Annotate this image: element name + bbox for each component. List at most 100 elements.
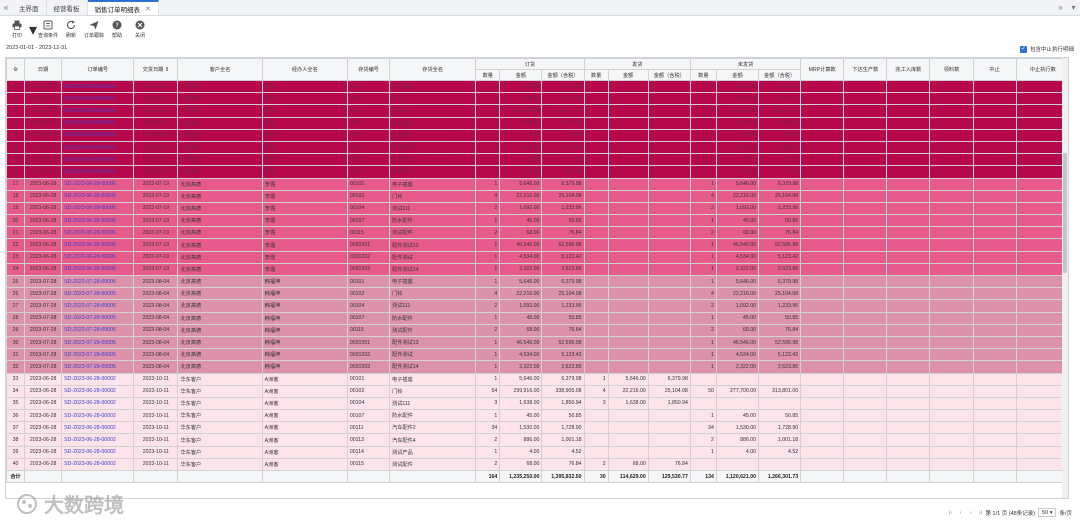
table-row[interactable]: 35 2023-06-28 SD-2023-06-28-00002 2023-10-1…	[6, 396, 1068, 411]
cell-order-no[interactable]: SD-2023-06-28-00006	[61, 214, 135, 228]
col-delivered-amount[interactable]: 金额	[607, 69, 649, 81]
cell-order-no[interactable]: SD-2023-07-28-00005	[61, 274, 135, 289]
show-suspended-checkbox[interactable]: ✓ 包含中止执行明细	[1019, 45, 1074, 53]
cell-order-no[interactable]: SD-2023-06-28-00002	[61, 433, 135, 447]
col-undelivered-amount-tax[interactable]: 金额（含税）	[758, 69, 802, 81]
cell-order-no[interactable]: SD-2023-07-28-00005	[61, 348, 135, 362]
cell-order-no[interactable]: SD-2023-07-28-00005	[61, 335, 135, 350]
table-row[interactable]: 18 2023-06-28 SD-2023-06-28-00006 2023-07-1…	[6, 189, 1068, 203]
table-row[interactable]: 22 2023-06-28 SD-2023-06-28-00006 2023-07-1…	[6, 238, 1068, 252]
col-delivered-qty[interactable]: 数量	[583, 69, 609, 81]
tab-scroll-left-icon[interactable]: «	[3, 3, 9, 12]
cell-order-no[interactable]: SD-2023-06-28-00001	[61, 92, 135, 106]
cell-order-no[interactable]: SD-2023-06-28-00002	[61, 445, 135, 459]
col-stock-no[interactable]: 存货编号	[346, 58, 391, 81]
col-mrp[interactable]: MRP计算数	[800, 58, 845, 81]
col-date[interactable]: 日期	[24, 58, 63, 81]
next-page-icon[interactable]: ›	[969, 509, 972, 516]
table-row[interactable]: 11 2023-06-28 SD-2023-06-28-00001 2023-06-3…	[6, 104, 1068, 118]
page-size-select[interactable]: 50 ▾	[1038, 508, 1057, 517]
cell-order-no[interactable]: SD-2023-06-28-00006	[61, 262, 135, 277]
table-row[interactable]: 39 2023-06-28 SD-2023-06-28-00002 2023-10-1…	[6, 445, 1068, 459]
tab-sales-order-detail[interactable]: 销售订单明细表 ✕	[87, 0, 159, 15]
last-page-icon[interactable]: ›|	[978, 509, 983, 516]
vertical-scrollbar[interactable]	[1062, 58, 1068, 498]
table-row[interactable]: 34 2023-06-28 SD-2023-06-28-00002 2023-10-1…	[6, 384, 1068, 398]
table-row[interactable]: 28 2023-07-28 SD-2023-07-28-00005 2023-08-0…	[6, 311, 1068, 325]
print-dropdown-icon[interactable]: ▾	[29, 21, 38, 39]
cell-order-no[interactable]: SD-2023-06-28-00006	[61, 226, 135, 240]
col-prod-plan[interactable]: 下达生产数	[843, 58, 888, 81]
table-row[interactable]: 24 2023-06-28 SD-2023-06-28-00006 2023-07-1…	[6, 262, 1068, 277]
table-row[interactable]: 17 2023-06-28 SD-2023-06-28-00006 2023-07-1…	[6, 177, 1068, 191]
col-delivered-amount-tax[interactable]: 金额（含税）	[647, 69, 691, 81]
col-pick[interactable]: 领料数	[929, 58, 974, 81]
col-undelivered-amount[interactable]: 金额	[715, 69, 760, 81]
cell-order-no[interactable]: SD-2023-06-28-00001	[61, 165, 135, 179]
table-row[interactable]: 12 2023-06-28 SD-2023-06-28-00001 2023-06-3…	[6, 116, 1068, 130]
table-row[interactable]: 26 2023-07-28 SD-2023-07-28-00005 2023-08-0…	[6, 287, 1068, 301]
table-row[interactable]: 16 2023-06-28 SD-2023-06-28-00001 2023-06-3…	[6, 165, 1068, 179]
filter-button[interactable]: 查询条件	[37, 18, 59, 42]
table-row[interactable]: 33 2023-06-28 SD-2023-06-28-00002 2023-10-1…	[6, 372, 1068, 386]
table-row[interactable]: 38 2023-06-28 SD-2023-06-28-00002 2023-10-1…	[6, 433, 1068, 447]
table-row[interactable]: 25 2023-07-28 SD-2023-07-28-00005 2023-08-0…	[6, 274, 1068, 289]
cell-order-no[interactable]: SD-2023-07-28-00005	[61, 323, 135, 337]
cell-order-no[interactable]: SD-2023-06-28-00006	[61, 189, 135, 203]
cell-order-no[interactable]: SD-2023-06-28-00002	[61, 457, 135, 472]
col-stock-name[interactable]: 存货全名	[389, 58, 477, 81]
grid-settings-icon[interactable]: ⚙	[6, 58, 26, 81]
cell-order-no[interactable]: SD-2023-06-28-00006	[61, 238, 135, 252]
table-row[interactable]: 32 2023-07-28 SD-2023-07-28-00005 2023-08-0…	[6, 360, 1068, 374]
cell-order-no[interactable]: SD-2023-06-28-00001	[61, 153, 135, 167]
table-row[interactable]: 21 2023-06-28 SD-2023-06-28-00006 2023-07-1…	[6, 226, 1068, 240]
cell-order-no[interactable]: SD-2023-06-28-00006	[61, 177, 135, 191]
tab-main[interactable]: 主界面	[12, 0, 47, 15]
table-row[interactable]: 10 2023-06-28 SD-2023-06-28-00001 2023-06-3…	[6, 92, 1068, 106]
table-row[interactable]: 40 2023-06-28 SD-2023-06-28-00002 2023-10-1…	[6, 457, 1068, 472]
col-order-no[interactable]: 订单编号	[61, 58, 135, 81]
col-delivery-date[interactable]: 交货日期 ⇕	[133, 58, 179, 81]
sort-icon[interactable]: ⇕	[164, 67, 170, 73]
tab-scroll-right-icon[interactable]: »	[1058, 3, 1063, 12]
table-row[interactable]: 19 2023-06-28 SD-2023-06-28-00006 2023-07-1…	[6, 201, 1068, 216]
cell-order-no[interactable]: SD-2023-06-28-00006	[61, 201, 135, 216]
cell-order-no[interactable]: SD-2023-06-28-00002	[61, 421, 135, 435]
col-handler[interactable]: 经办人全名	[261, 58, 348, 81]
table-row[interactable]: 27 2023-07-28 SD-2023-07-28-00005 2023-08-0…	[6, 299, 1068, 313]
table-row[interactable]: 29 2023-07-28 SD-2023-07-28-00005 2023-08-0…	[6, 323, 1068, 337]
table-row[interactable]: 36 2023-06-28 SD-2023-06-28-00002 2023-10-1…	[6, 409, 1068, 423]
cell-order-no[interactable]: SD-2023-06-28-00002	[61, 396, 135, 411]
cell-order-no[interactable]: SD-2023-06-28-00001	[61, 116, 135, 130]
table-row[interactable]: 9 2023-06-28 SD-2023-06-28-00001 2023-06-30…	[6, 79, 1068, 94]
cell-order-no[interactable]: SD-2023-07-28-00005	[61, 311, 135, 325]
col-undelivered-qty[interactable]: 数量	[689, 69, 717, 81]
cell-order-no[interactable]: SD-2023-06-28-00001	[61, 128, 135, 142]
table-row[interactable]: 13 2023-06-28 SD-2023-06-28-00001 2023-06-3…	[6, 128, 1068, 142]
table-row[interactable]: 23 2023-06-28 SD-2023-06-28-00006 2023-07-1…	[6, 250, 1068, 264]
cell-order-no[interactable]: SD-2023-06-28-00001	[61, 104, 135, 118]
print-button[interactable]: 打印	[6, 18, 28, 42]
table-row[interactable]: 37 2023-06-28 SD-2023-06-28-00002 2023-10-1…	[6, 421, 1068, 435]
help-button[interactable]: ? 帮助	[106, 18, 128, 42]
cell-order-no[interactable]: SD-2023-06-28-00002	[61, 384, 135, 398]
col-storage[interactable]: 完工入库数	[886, 58, 931, 81]
cell-order-no[interactable]: SD-2023-06-28-00002	[61, 409, 135, 423]
col-order-qty[interactable]: 数量	[475, 69, 501, 81]
first-page-icon[interactable]: |‹	[948, 509, 953, 516]
cell-order-no[interactable]: SD-2023-06-28-00001	[61, 79, 135, 94]
cell-order-no[interactable]: SD-2023-07-28-00005	[61, 287, 135, 301]
cell-order-no[interactable]: SD-2023-06-28-00001	[61, 140, 135, 155]
table-row[interactable]: 31 2023-07-28 SD-2023-07-28-00005 2023-08-0…	[6, 348, 1068, 362]
tab-menu-icon[interactable]: ▾	[1071, 3, 1076, 12]
col-stop[interactable]: 中止	[972, 58, 1017, 81]
table-row[interactable]: 15 2023-06-28 SD-2023-06-28-00001 2023-06-3…	[6, 153, 1068, 167]
tab-close-icon[interactable]: ✕	[145, 5, 151, 13]
table-row[interactable]: 14 2023-06-28 SD-2023-06-28-00001 2023-06-3…	[6, 140, 1068, 155]
cell-order-no[interactable]: SD-2023-07-28-00005	[61, 360, 135, 374]
order-trace-button[interactable]: 订单跟踪	[83, 18, 105, 42]
close-button[interactable]: 关闭	[129, 18, 151, 42]
col-order-amount[interactable]: 金额	[499, 69, 543, 81]
col-order-amount-tax[interactable]: 金额（含税）	[541, 69, 585, 81]
cell-order-no[interactable]: SD-2023-06-28-00006	[61, 250, 135, 264]
